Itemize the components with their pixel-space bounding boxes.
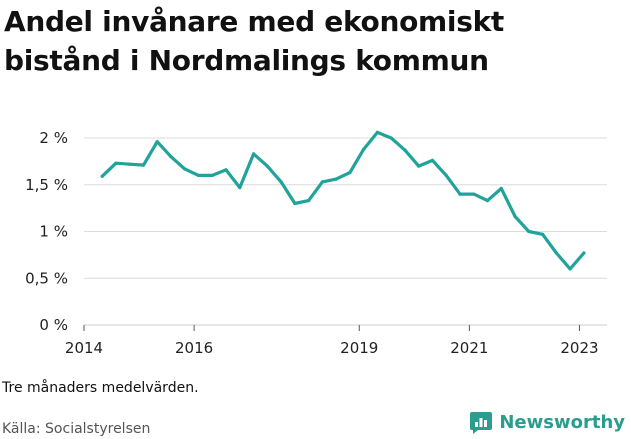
data-point bbox=[403, 148, 407, 152]
data-point bbox=[307, 199, 311, 203]
data-point bbox=[279, 180, 283, 184]
newsworthy-logo-icon bbox=[470, 412, 493, 434]
x-tick-label: 2014 bbox=[65, 339, 103, 357]
brand-name: Newsworthy bbox=[499, 411, 625, 433]
data-point bbox=[513, 214, 517, 219]
chart-title: Andel invånare med ekonomiskt bistånd i … bbox=[4, 5, 505, 77]
data-point bbox=[444, 173, 448, 177]
data-point bbox=[155, 140, 159, 144]
data-point bbox=[252, 152, 256, 156]
x-tick-label: 2021 bbox=[450, 339, 488, 357]
data-point bbox=[114, 161, 118, 165]
data-point bbox=[141, 163, 146, 167]
data-point bbox=[568, 267, 572, 271]
data-point bbox=[348, 171, 352, 175]
data-point bbox=[582, 251, 586, 255]
x-tick-label: 2023 bbox=[560, 339, 598, 357]
grid-lines bbox=[84, 137, 607, 326]
data-point bbox=[541, 232, 545, 236]
x-tick-label: 2019 bbox=[340, 339, 378, 357]
series-line bbox=[100, 130, 586, 271]
y-tick-label: 0,5 % bbox=[25, 269, 68, 287]
data-point bbox=[128, 162, 132, 166]
data-point bbox=[334, 177, 338, 181]
data-point bbox=[196, 173, 201, 177]
chart-note: Tre månaders medelvärden. bbox=[2, 380, 199, 396]
x-axis: 2014 2016 2019 2021 2023 bbox=[65, 325, 599, 357]
x-tick-label: 2016 bbox=[175, 339, 213, 357]
data-point bbox=[293, 201, 297, 206]
y-tick-label: 2 % bbox=[39, 129, 68, 147]
data-point bbox=[100, 174, 104, 178]
data-point bbox=[375, 130, 379, 134]
source-text: Källa: Socialstyrelsen bbox=[2, 421, 151, 437]
data-point bbox=[430, 158, 435, 162]
y-tick-label: 0 % bbox=[39, 316, 68, 334]
data-point bbox=[554, 251, 559, 255]
data-point bbox=[320, 180, 324, 184]
line-chart: 0 % 0,5 % 1 % 1,5 % 2 % 2014 2016 2019 2021 2023 bbox=[25, 129, 607, 357]
data-point bbox=[472, 192, 476, 196]
data-point bbox=[485, 199, 490, 203]
y-axis: 0 % 0,5 % 1 % 1,5 % 2 % bbox=[25, 129, 68, 334]
data-point bbox=[265, 164, 269, 168]
y-tick-label: 1,5 % bbox=[25, 176, 68, 194]
data-point bbox=[210, 173, 214, 177]
data-point bbox=[499, 186, 503, 191]
data-point bbox=[224, 168, 228, 172]
data-point bbox=[238, 186, 242, 190]
data-point bbox=[417, 164, 421, 168]
data-point bbox=[458, 192, 462, 196]
data-point bbox=[527, 229, 531, 234]
y-tick-label: 1 % bbox=[39, 223, 68, 241]
brand-logo[interactable]: Newsworthy bbox=[469, 410, 625, 434]
data-point bbox=[183, 167, 187, 171]
series-layer bbox=[100, 130, 586, 271]
data-point bbox=[389, 136, 393, 140]
data-point bbox=[362, 147, 366, 151]
data-point bbox=[169, 155, 173, 159]
